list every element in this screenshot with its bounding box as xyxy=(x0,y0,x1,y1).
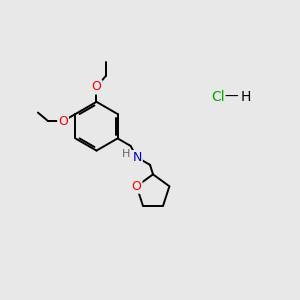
Text: O: O xyxy=(132,180,142,193)
Text: O: O xyxy=(58,115,68,128)
Text: Cl: Cl xyxy=(212,89,225,103)
Text: H: H xyxy=(241,89,251,103)
Text: H: H xyxy=(122,149,130,159)
Text: —: — xyxy=(225,89,238,103)
Text: N: N xyxy=(133,151,142,164)
Text: O: O xyxy=(92,80,101,94)
